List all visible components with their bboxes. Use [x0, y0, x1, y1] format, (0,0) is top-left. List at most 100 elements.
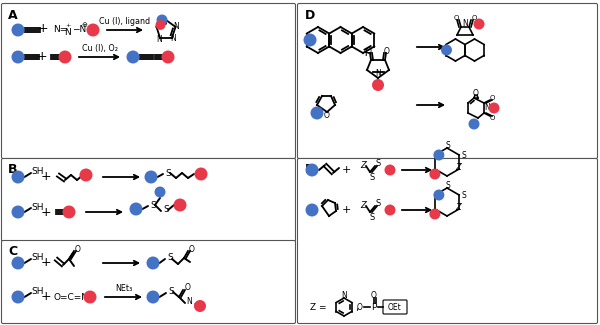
- Text: O: O: [371, 291, 377, 300]
- Text: O: O: [490, 115, 494, 121]
- Text: A: A: [8, 9, 17, 22]
- Text: +: +: [41, 291, 52, 304]
- Circle shape: [441, 45, 452, 56]
- Circle shape: [305, 203, 319, 216]
- Circle shape: [83, 291, 97, 304]
- Text: N: N: [375, 70, 381, 79]
- Text: S: S: [370, 213, 375, 222]
- Circle shape: [59, 50, 71, 63]
- Text: S: S: [370, 173, 375, 181]
- Text: O: O: [366, 47, 372, 57]
- Text: S: S: [167, 254, 173, 263]
- Text: O: O: [454, 15, 458, 21]
- Text: Z =: Z =: [310, 303, 326, 311]
- Text: D: D: [305, 9, 315, 22]
- Text: O: O: [75, 244, 81, 254]
- Text: Z: Z: [455, 162, 461, 172]
- Text: O: O: [384, 47, 390, 57]
- Text: +: +: [41, 205, 52, 218]
- Circle shape: [146, 291, 160, 304]
- Text: Cu (I), O₂: Cu (I), O₂: [82, 44, 118, 53]
- Text: OEt: OEt: [388, 303, 402, 311]
- Circle shape: [488, 102, 499, 113]
- Text: N: N: [462, 19, 468, 28]
- Text: ,: ,: [355, 302, 359, 312]
- FancyBboxPatch shape: [298, 4, 598, 159]
- Text: S: S: [150, 201, 156, 210]
- Text: B: B: [8, 163, 17, 176]
- Text: SH: SH: [31, 254, 44, 263]
- Text: ⊖: ⊖: [81, 22, 87, 28]
- Text: S: S: [376, 160, 381, 168]
- Text: O=C=N: O=C=N: [54, 292, 89, 302]
- Text: O: O: [472, 15, 476, 21]
- Text: SH: SH: [31, 202, 44, 212]
- Text: +: +: [38, 22, 49, 35]
- Circle shape: [473, 19, 485, 30]
- Text: S: S: [163, 205, 169, 214]
- Circle shape: [155, 20, 166, 30]
- Text: P: P: [371, 303, 377, 311]
- Circle shape: [11, 23, 25, 36]
- Circle shape: [161, 50, 175, 63]
- Circle shape: [11, 171, 25, 184]
- Circle shape: [194, 300, 206, 312]
- FancyBboxPatch shape: [1, 159, 296, 241]
- Text: NEt₃: NEt₃: [115, 284, 132, 293]
- Text: SH: SH: [31, 288, 44, 296]
- Circle shape: [11, 291, 25, 304]
- Text: O: O: [490, 95, 494, 101]
- Text: SH: SH: [31, 167, 44, 176]
- Text: Cu (I), ligand: Cu (I), ligand: [100, 17, 151, 26]
- Text: Z: Z: [455, 202, 461, 212]
- Circle shape: [433, 150, 445, 161]
- Circle shape: [372, 79, 384, 91]
- Circle shape: [155, 187, 166, 198]
- Text: E: E: [305, 163, 314, 176]
- Text: H: H: [193, 303, 198, 309]
- Text: N: N: [186, 297, 192, 306]
- Text: S: S: [168, 288, 174, 296]
- Text: +: +: [341, 165, 350, 175]
- FancyBboxPatch shape: [298, 159, 598, 323]
- Text: C: C: [8, 245, 17, 258]
- Text: N: N: [484, 103, 490, 112]
- Text: N: N: [170, 33, 176, 43]
- Circle shape: [146, 256, 160, 269]
- Text: N: N: [341, 291, 347, 300]
- Circle shape: [79, 168, 92, 181]
- Circle shape: [304, 33, 317, 46]
- FancyBboxPatch shape: [1, 240, 296, 323]
- Text: S: S: [376, 200, 381, 209]
- Circle shape: [469, 119, 479, 129]
- Text: O: O: [357, 303, 363, 311]
- Circle shape: [11, 50, 25, 63]
- Text: O: O: [324, 111, 330, 120]
- Text: +: +: [341, 205, 350, 215]
- Circle shape: [86, 23, 100, 36]
- Text: O: O: [189, 245, 195, 254]
- Circle shape: [433, 189, 445, 201]
- Text: O: O: [473, 89, 479, 98]
- Circle shape: [145, 171, 157, 184]
- Circle shape: [157, 15, 167, 25]
- Circle shape: [311, 107, 323, 120]
- Text: +: +: [37, 49, 47, 62]
- Text: +: +: [41, 256, 52, 269]
- Circle shape: [430, 209, 440, 219]
- Text: S: S: [446, 141, 451, 150]
- Text: S: S: [461, 150, 466, 160]
- Text: −N: −N: [72, 25, 86, 34]
- FancyBboxPatch shape: [383, 300, 407, 314]
- Text: $\mathrm{\overset{+}{N}}$: $\mathrm{\overset{+}{N}}$: [64, 21, 72, 38]
- Circle shape: [385, 204, 395, 215]
- Circle shape: [62, 205, 76, 218]
- Circle shape: [11, 256, 25, 269]
- Circle shape: [305, 163, 319, 176]
- Circle shape: [430, 168, 440, 179]
- Circle shape: [11, 205, 25, 218]
- Circle shape: [130, 202, 143, 215]
- Circle shape: [194, 167, 208, 180]
- Text: N: N: [156, 34, 162, 44]
- Text: N=: N=: [53, 25, 67, 34]
